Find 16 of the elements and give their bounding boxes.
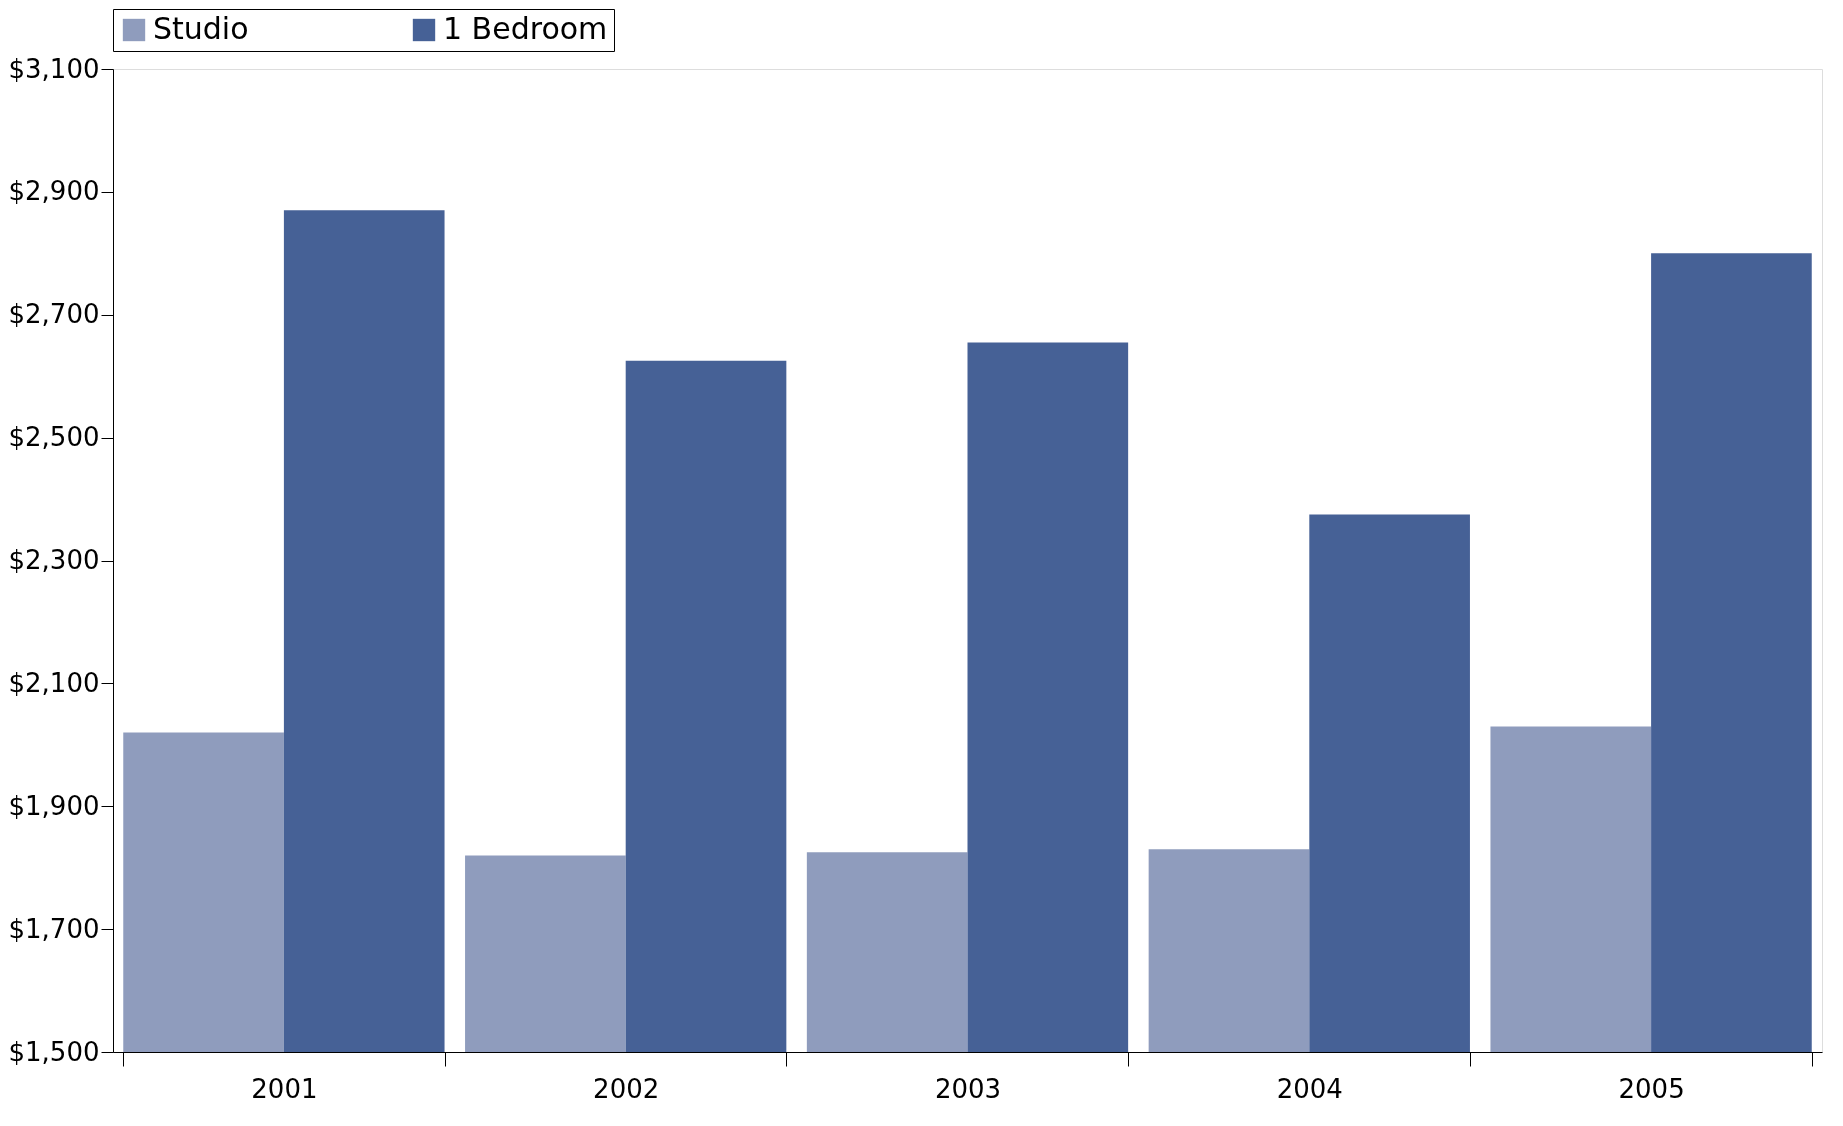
y-tick-label: $2,900 (8, 176, 100, 207)
y-tick-label: $2,100 (8, 667, 100, 698)
x-tick-label: 2004 (1276, 1073, 1343, 1104)
y-tick-label: $2,300 (8, 545, 100, 575)
legend-label: 1 Bedroom (443, 11, 608, 46)
y-tick-label: $1,900 (8, 790, 100, 821)
x-tick-label: 2005 (1618, 1073, 1685, 1104)
y-tick-label: $1,500 (8, 1036, 100, 1067)
y-tick-label: $2,500 (8, 422, 100, 453)
y-tick-label: $3,100 (8, 53, 100, 84)
y-tick-label: $1,700 (8, 913, 100, 944)
x-tick-label: 2002 (593, 1073, 660, 1104)
x-tick-label: 2001 (251, 1073, 318, 1104)
legend-label: Studio (153, 11, 249, 46)
y-tick-label: $2,700 (8, 299, 100, 330)
x-tick-label: 2003 (934, 1073, 1002, 1104)
